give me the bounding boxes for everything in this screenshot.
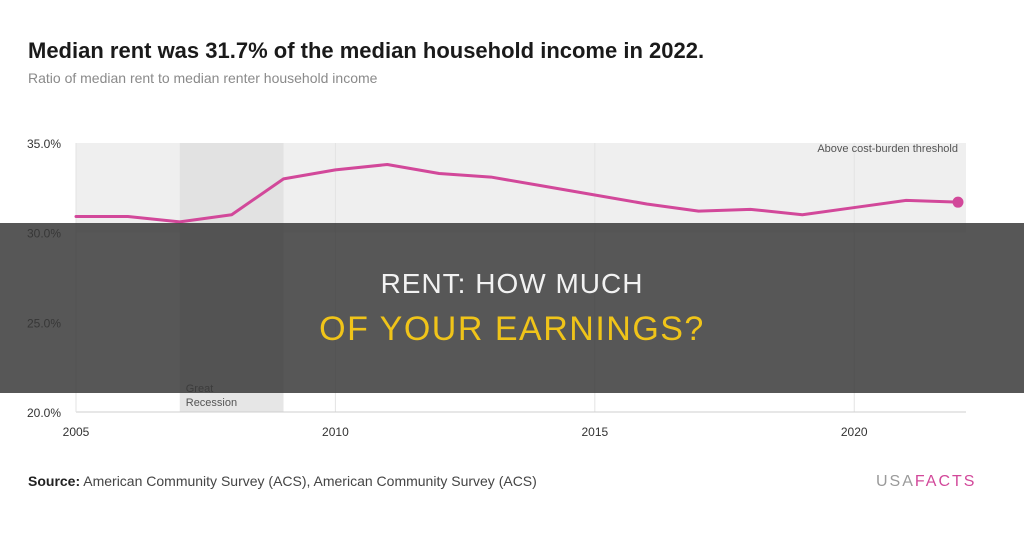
y-tick-label: 35.0% — [27, 137, 61, 151]
logo-part-facts: FACTS — [914, 473, 977, 490]
recession-band-label: Recession — [186, 397, 237, 409]
usafacts-logo: USAFACTS — [876, 473, 976, 491]
x-tick-label: 2015 — [581, 425, 608, 439]
threshold-band-label: Above cost-burden threshold — [817, 143, 958, 155]
x-tick-label: 2020 — [841, 425, 868, 439]
chart-subtitle: Ratio of median rent to median renter ho… — [28, 70, 378, 86]
x-tick-label: 2005 — [63, 425, 90, 439]
y-tick-label: 20.0% — [27, 406, 61, 420]
source-text: American Community Survey (ACS), America… — [80, 473, 537, 489]
series-line — [74, 163, 960, 224]
chart-title: Median rent was 31.7% of the median hous… — [28, 38, 705, 63]
series-end-point — [952, 196, 964, 208]
logo-part-usa: USA — [876, 473, 915, 490]
overlay-title-line1: RENT: HOW MUCH — [380, 267, 644, 299]
title-overlay: RENT: HOW MUCH OF YOUR EARNINGS? — [0, 223, 1024, 393]
x-tick-label: 2010 — [322, 425, 349, 439]
source-label: Source: — [28, 473, 81, 489]
source-note: Source: American Community Survey (ACS),… — [28, 473, 537, 489]
overlay-title-line2: OF YOUR EARNINGS? — [319, 309, 705, 348]
